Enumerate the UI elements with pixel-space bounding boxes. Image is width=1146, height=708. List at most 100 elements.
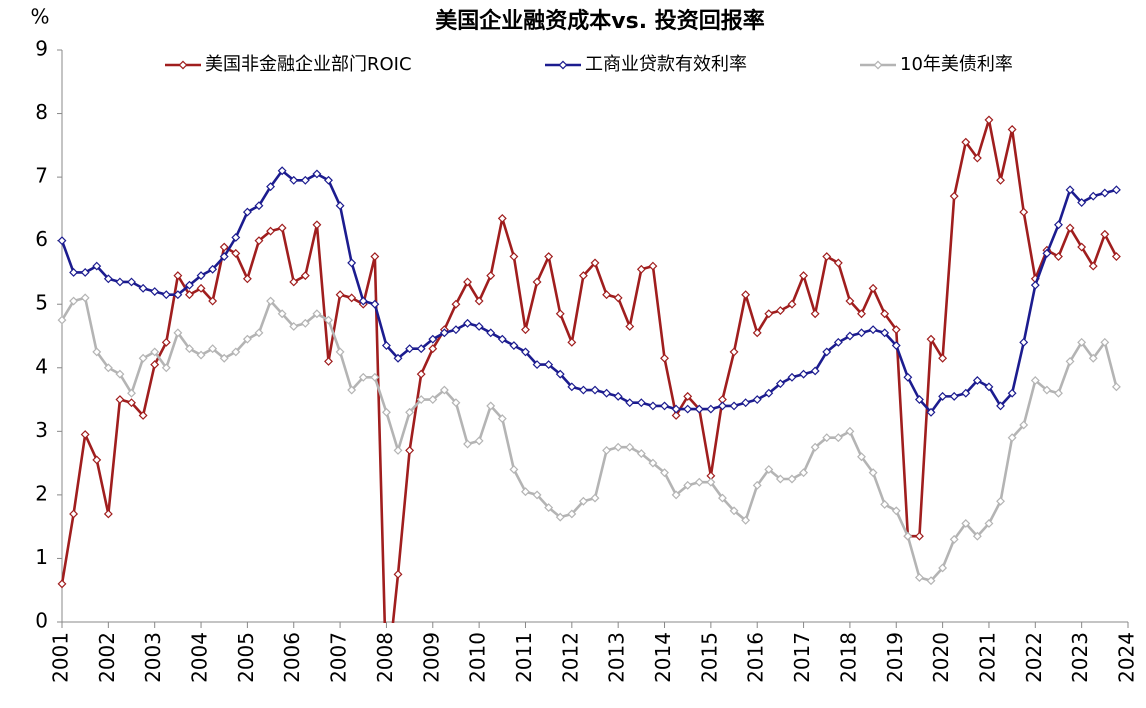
point-marker — [961, 388, 971, 398]
point-marker — [428, 334, 438, 344]
point-marker — [439, 328, 449, 338]
point-marker — [729, 401, 739, 411]
point-marker — [810, 309, 820, 319]
point-marker — [880, 499, 890, 509]
point-marker — [810, 366, 820, 376]
point-marker — [335, 347, 345, 357]
point-marker — [799, 468, 809, 478]
point-marker — [1019, 207, 1029, 217]
point-marker — [1007, 124, 1017, 134]
point-marker — [555, 512, 565, 522]
point-marker — [787, 372, 797, 382]
point-marker — [428, 344, 438, 354]
point-marker — [92, 261, 102, 271]
point-marker — [996, 496, 1005, 506]
x-tick-label: 2002 — [95, 632, 119, 683]
x-tick-label: 2013 — [605, 632, 629, 683]
point-marker — [799, 271, 809, 281]
point-marker — [938, 353, 948, 363]
point-marker — [138, 283, 148, 293]
chart-title: 美国企业融资成本vs. 投资回报率 — [435, 8, 764, 34]
point-marker — [845, 426, 855, 436]
point-marker — [671, 404, 681, 414]
point-marker — [1088, 261, 1098, 271]
point-marker — [486, 271, 496, 281]
point-marker — [289, 175, 299, 185]
point-marker — [567, 382, 577, 392]
point-marker — [150, 287, 160, 296]
point-marker — [161, 290, 171, 300]
point-marker — [752, 480, 762, 490]
point-marker — [857, 452, 866, 462]
y-tick-label: 4 — [35, 354, 48, 378]
point-marker — [416, 395, 426, 405]
x-tick-label: 2017 — [790, 632, 814, 683]
point-marker — [92, 455, 102, 465]
point-marker — [80, 430, 90, 439]
y-axis-label: % — [30, 5, 49, 29]
point-marker — [474, 296, 484, 306]
point-marker — [92, 347, 102, 357]
x-tick-label: 2006 — [280, 632, 304, 683]
x-tick-label: 2023 — [1068, 632, 1092, 683]
point-marker — [266, 226, 276, 236]
y-tick-label: 1 — [35, 545, 48, 569]
point-marker — [868, 325, 878, 335]
point-marker — [1054, 220, 1063, 230]
point-marker — [347, 258, 357, 268]
point-marker — [741, 515, 751, 525]
x-tick-label: 2021 — [975, 632, 999, 683]
point-marker — [590, 385, 600, 395]
point-marker — [938, 563, 948, 573]
point-marker — [752, 328, 762, 338]
point-marker — [1019, 420, 1029, 430]
x-tick-label: 2011 — [512, 632, 536, 683]
point-marker — [196, 350, 206, 360]
y-tick-label: 5 — [35, 291, 48, 315]
point-marker — [938, 391, 948, 401]
point-marker — [741, 398, 751, 408]
point-marker — [416, 344, 426, 354]
point-marker — [949, 534, 959, 544]
point-marker — [926, 407, 936, 417]
plot-area — [57, 115, 1121, 623]
point-marker — [1088, 191, 1098, 201]
legend-marker — [558, 60, 568, 70]
point-marker — [405, 407, 415, 417]
point-marker — [648, 458, 658, 468]
point-marker — [300, 271, 310, 281]
point-marker — [242, 274, 252, 284]
point-marker — [613, 293, 623, 303]
x-tick-label: 2003 — [141, 632, 165, 683]
point-marker — [1065, 356, 1075, 366]
point-marker — [80, 293, 90, 303]
point-marker — [358, 372, 368, 382]
point-marker — [972, 531, 982, 541]
point-marker — [694, 404, 704, 414]
point-marker — [706, 404, 716, 414]
point-marker — [544, 503, 554, 513]
point-marker — [532, 277, 542, 287]
point-marker — [833, 337, 843, 347]
point-marker — [254, 236, 264, 246]
point-marker — [150, 360, 160, 370]
point-marker — [300, 318, 310, 328]
point-marker — [393, 569, 403, 579]
point-marker — [381, 407, 391, 417]
point-marker — [578, 496, 588, 506]
point-marker — [775, 379, 785, 389]
point-marker — [69, 509, 79, 519]
point-marker — [532, 490, 542, 500]
point-marker — [312, 220, 322, 230]
point-marker — [1065, 185, 1075, 195]
point-marker — [347, 293, 357, 303]
x-tick-label: 2022 — [1022, 632, 1046, 683]
point-marker — [544, 360, 554, 370]
point-marker — [57, 579, 67, 589]
y-tick-label: 8 — [35, 100, 48, 124]
point-marker — [775, 474, 785, 484]
point-marker — [914, 395, 924, 405]
point-marker — [764, 465, 774, 474]
point-marker — [972, 376, 982, 385]
point-marker — [266, 296, 276, 306]
